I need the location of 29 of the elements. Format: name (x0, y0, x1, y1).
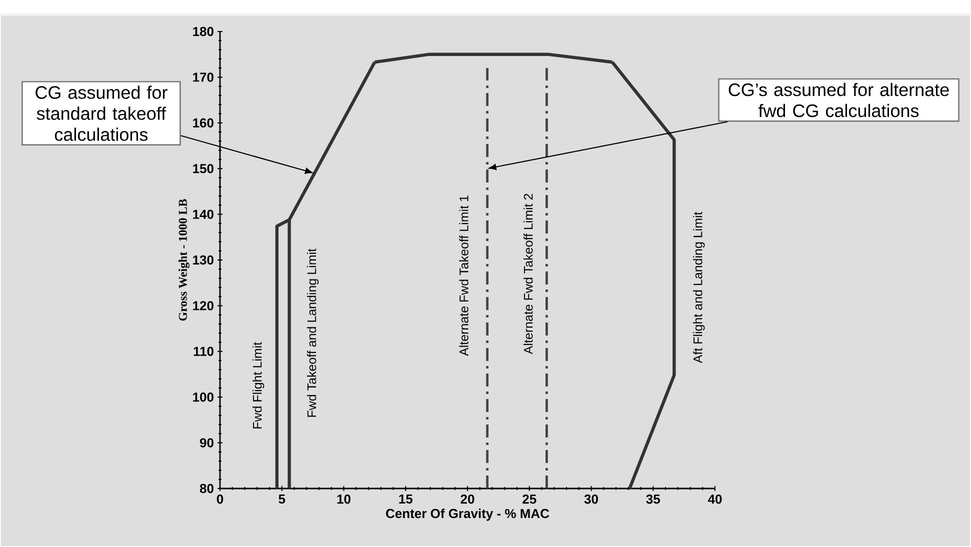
y-tick-label: 160 (193, 118, 214, 128)
x-tick-label: 30 (584, 494, 598, 504)
y-tick-label: 170 (193, 72, 214, 82)
y-tick-label: 130 (193, 255, 214, 265)
text: Alternate Fwd Takeoff Limit 1 (459, 196, 468, 356)
text: Fwd Flight Limit (252, 342, 264, 428)
annotation: CG’s assumed for alternate fwd CG calculations (728, 82, 949, 118)
text: Aft Flight and Landing Limit (693, 212, 705, 364)
x-tick-label: 35 (646, 494, 660, 504)
y-axis-title: Gross Weight - 1000 LB (178, 199, 190, 321)
x-tick-label: 5 (278, 494, 286, 504)
text: Alternate Fwd Takeoff Limit 2 (524, 194, 533, 354)
y-tick-label: 90 (200, 438, 214, 448)
y-tick-label: 110 (194, 346, 214, 356)
x-tick-label: 25 (522, 494, 536, 504)
x-tick-label: 40 (708, 494, 722, 504)
text: Fwd Takeoff and Landing Limit (306, 248, 319, 417)
y-tick-label: 80 (200, 484, 214, 494)
x-tick-label: 15 (399, 494, 412, 504)
y-tick-label: 140 (193, 210, 214, 219)
annotation: CG assumed for standard takeoff calculations (36, 86, 168, 141)
x-tick-label: 20 (460, 494, 474, 504)
x-tick-label: 0 (216, 494, 224, 504)
y-tick-label: 150 (193, 164, 214, 174)
x-tick-label: 10 (337, 494, 350, 504)
y-tick-label: 120 (193, 301, 214, 310)
y-tick-label: 100 (193, 392, 214, 402)
x-axis-title: Center Of Gravity - % MAC (386, 508, 550, 521)
y-tick-label: 180 (193, 26, 214, 36)
